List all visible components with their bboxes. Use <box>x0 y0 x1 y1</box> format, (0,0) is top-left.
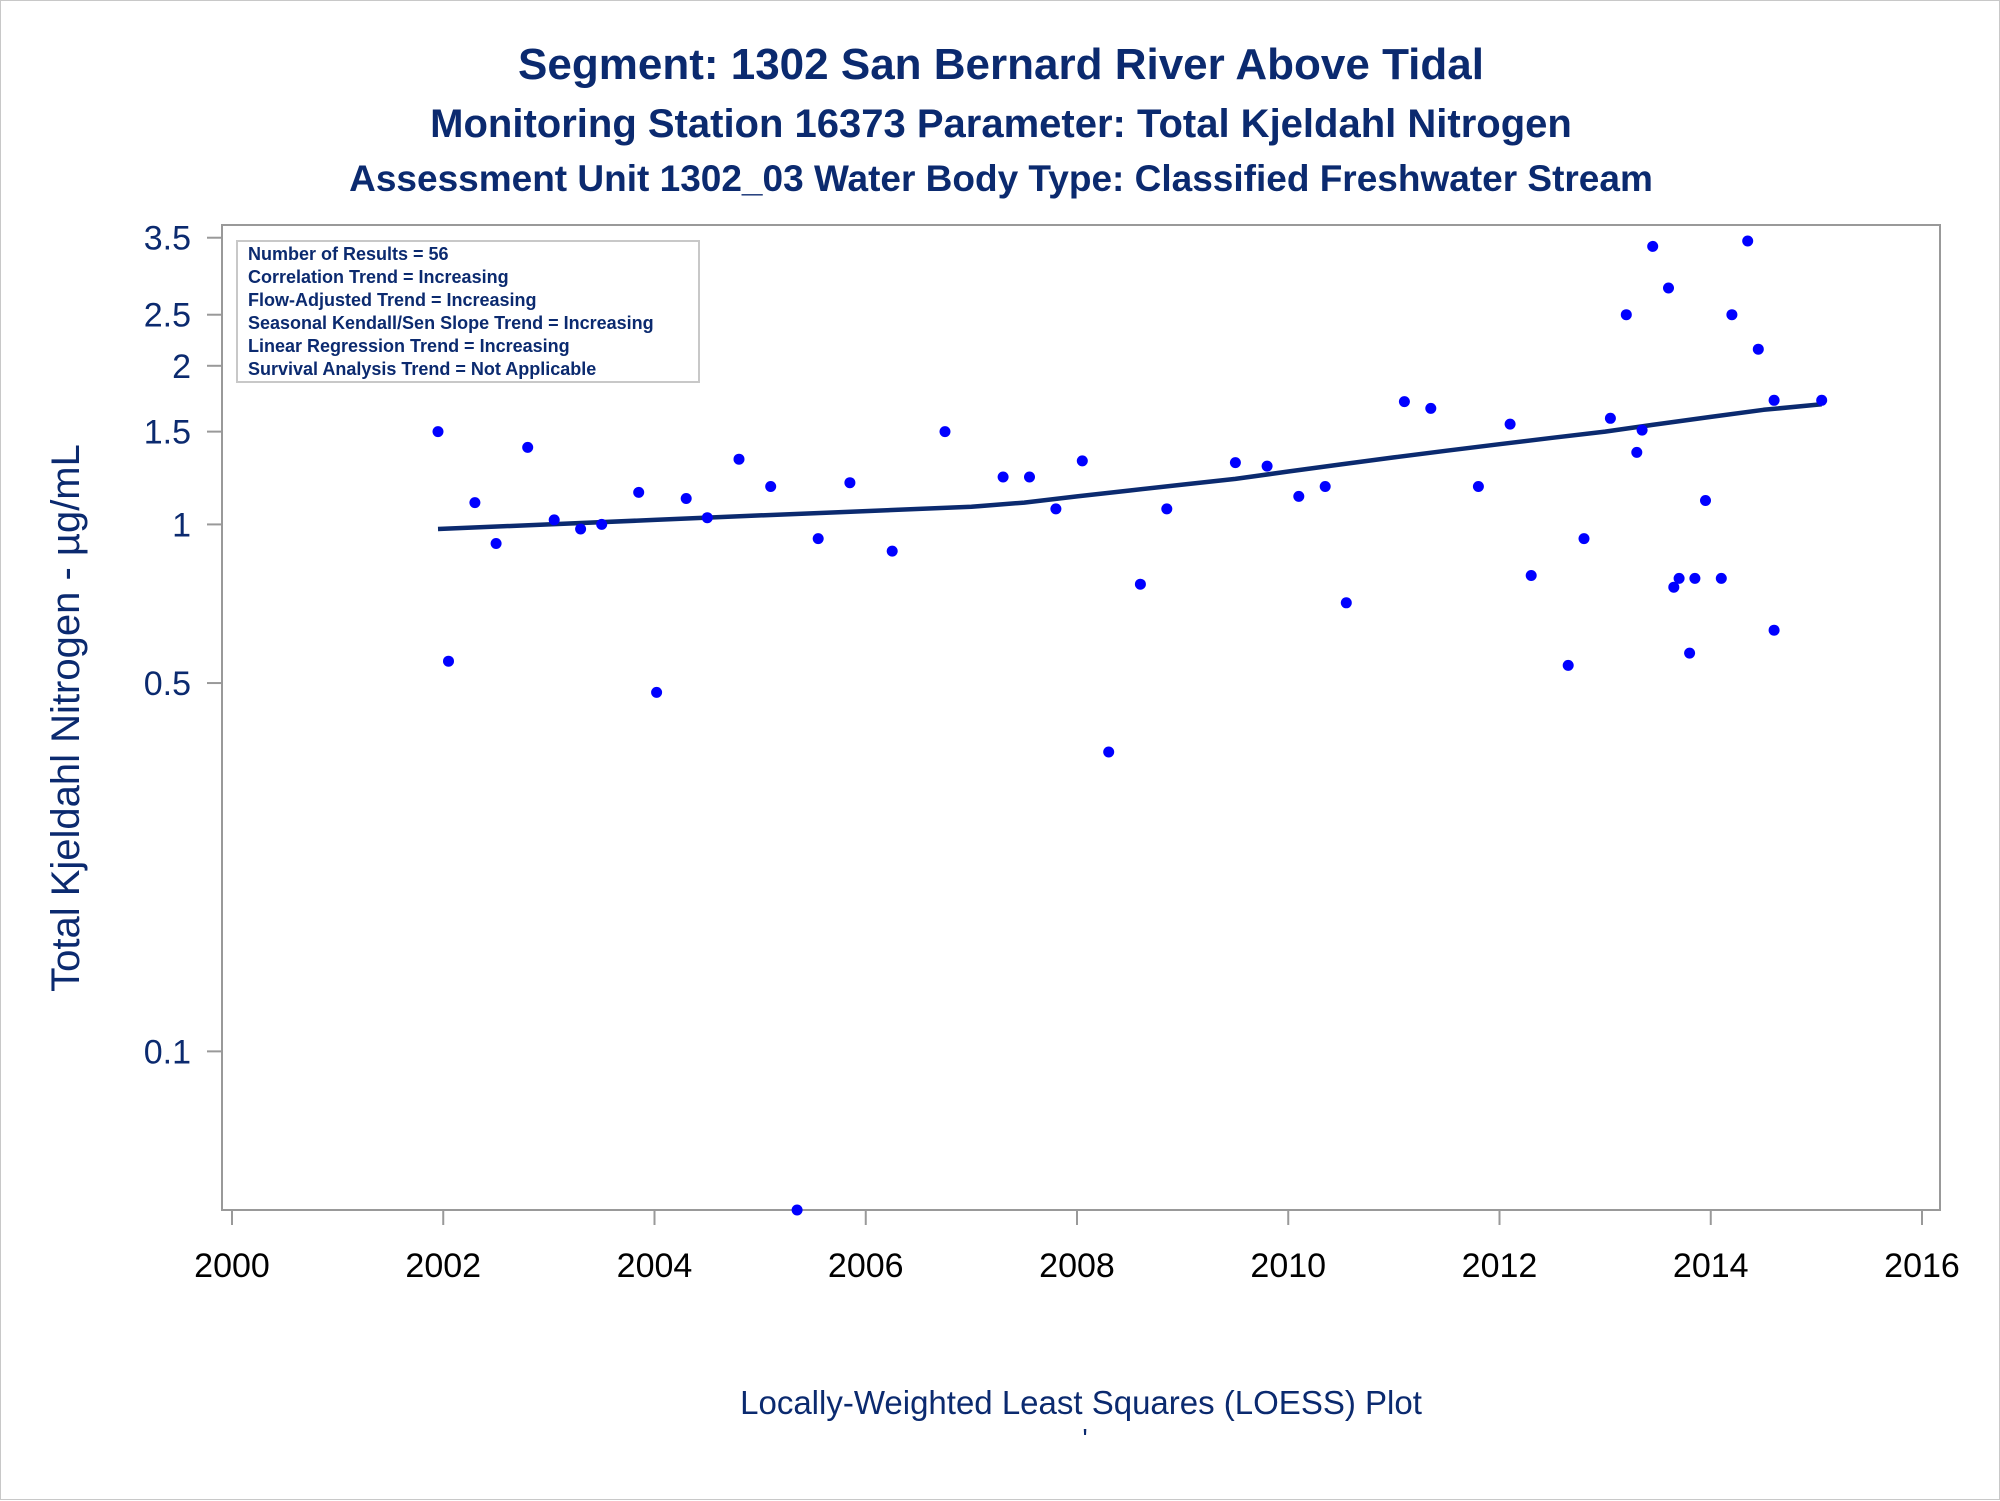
x-tick-label: 2016 <box>1884 1247 1960 1285</box>
data-point <box>1620 309 1632 321</box>
data-point <box>791 1204 803 1216</box>
data-point <box>1631 446 1643 458</box>
data-point <box>1663 282 1674 294</box>
data-point <box>490 538 502 549</box>
data-point <box>596 518 608 530</box>
data-point <box>1562 659 1574 671</box>
data-point <box>651 686 663 698</box>
data-point <box>1229 457 1241 469</box>
data-point <box>997 471 1009 483</box>
data-point <box>548 514 560 526</box>
stats-line: Survival Analysis Trend = Not Applicable <box>248 359 596 379</box>
data-point <box>1604 412 1616 424</box>
data-point <box>633 486 645 498</box>
loess-trend-line <box>437 402 1822 532</box>
y-axis: 0.1 0.5 1 1.5 2 2.5 3.5 <box>144 220 222 1071</box>
chart-subtitle: Monitoring Station 16373 Parameter: Tota… <box>430 102 1572 146</box>
data-point <box>1340 597 1352 609</box>
stats-line: Seasonal Kendall/Sen Slope Trend = Incre… <box>248 313 654 333</box>
stats-line: Flow-Adjusted Trend = Increasing <box>248 290 537 310</box>
x-tick-label: 2008 <box>1039 1247 1115 1285</box>
data-point <box>1578 533 1590 545</box>
data-point <box>812 533 824 545</box>
y-tick-label: 0.5 <box>144 665 191 703</box>
points-layer <box>432 235 1828 1216</box>
x-tick-label: 2014 <box>1673 1247 1749 1285</box>
data-point <box>1472 481 1484 492</box>
data-point <box>680 493 692 504</box>
data-point <box>1050 503 1062 515</box>
y-tick-label: 0.1 <box>144 1033 191 1071</box>
data-point <box>575 523 587 535</box>
data-point <box>1261 460 1273 472</box>
data-point <box>1816 394 1828 406</box>
x-tick-label: 2004 <box>617 1247 693 1285</box>
data-point <box>1768 624 1780 636</box>
data-point <box>1076 455 1088 467</box>
data-point <box>1024 471 1035 483</box>
data-point <box>1768 394 1780 406</box>
data-point <box>1752 343 1764 355</box>
x-tick-label: 2006 <box>828 1247 904 1285</box>
y-tick-label: 1 <box>172 506 191 544</box>
y-axis-label-group: Total Kjeldahl Nitrogen - µg/mL <box>44 444 88 992</box>
data-point <box>469 497 481 509</box>
x-axis: 2000 2002 2004 2006 2008 2010 2012 2014 2016 <box>194 1210 1960 1285</box>
chart-title: Segment: 1302 San Bernard River Above Ti… <box>518 40 1484 89</box>
x-tick-label: 2010 <box>1250 1247 1326 1285</box>
trend-layer <box>437 402 1822 532</box>
data-point <box>1726 309 1738 321</box>
data-point <box>1103 746 1115 758</box>
data-point <box>1525 570 1537 581</box>
data-point <box>1689 572 1701 584</box>
data-point <box>1425 402 1437 414</box>
plot-area-border <box>221 224 1941 1211</box>
data-point <box>765 481 777 492</box>
data-point <box>1161 503 1173 515</box>
data-point <box>432 426 444 438</box>
data-point <box>1742 235 1754 247</box>
data-point <box>844 477 856 489</box>
data-point <box>1504 418 1516 430</box>
data-point <box>733 453 745 465</box>
data-point <box>1636 424 1648 436</box>
data-point <box>1398 396 1410 408</box>
x-tick-label: 2002 <box>405 1247 481 1285</box>
chart-subtitle-2: Assessment Unit 1302_03 Water Body Type:… <box>349 158 1653 199</box>
stats-inset: Number of Results = 56 Correlation Trend… <box>236 240 700 383</box>
x-tick-label: 2000 <box>194 1247 270 1285</box>
data-point <box>1647 240 1659 252</box>
data-point <box>1715 572 1727 584</box>
footnote-mark: ' <box>1082 1423 1087 1454</box>
stats-inset-border <box>236 240 700 383</box>
data-point <box>939 426 951 438</box>
data-point <box>1293 490 1305 502</box>
data-point <box>1700 495 1711 506</box>
y-tick-label: 1.5 <box>144 414 191 452</box>
y-tick-label: 3.5 <box>144 220 191 258</box>
data-point <box>701 512 713 524</box>
data-point <box>1684 647 1696 659</box>
y-tick-label: 2 <box>172 348 191 386</box>
data-point <box>1673 572 1685 584</box>
data-point <box>886 545 898 557</box>
stats-line: Correlation Trend = Increasing <box>248 267 509 287</box>
stats-line: Number of Results = 56 <box>248 244 449 264</box>
data-point <box>1319 481 1331 492</box>
footnote: Locally-Weighted Least Squares (LOESS) P… <box>740 1384 1422 1421</box>
stats-line: Linear Regression Trend = Increasing <box>248 336 570 356</box>
data-point <box>443 655 454 667</box>
data-point <box>1134 578 1146 590</box>
y-tick-label: 2.5 <box>144 297 191 335</box>
data-point <box>1668 581 1680 593</box>
data-point <box>522 441 534 453</box>
y-axis-label: Total Kjeldahl Nitrogen - µg/mL <box>44 444 88 992</box>
x-tick-label: 2012 <box>1462 1247 1538 1285</box>
